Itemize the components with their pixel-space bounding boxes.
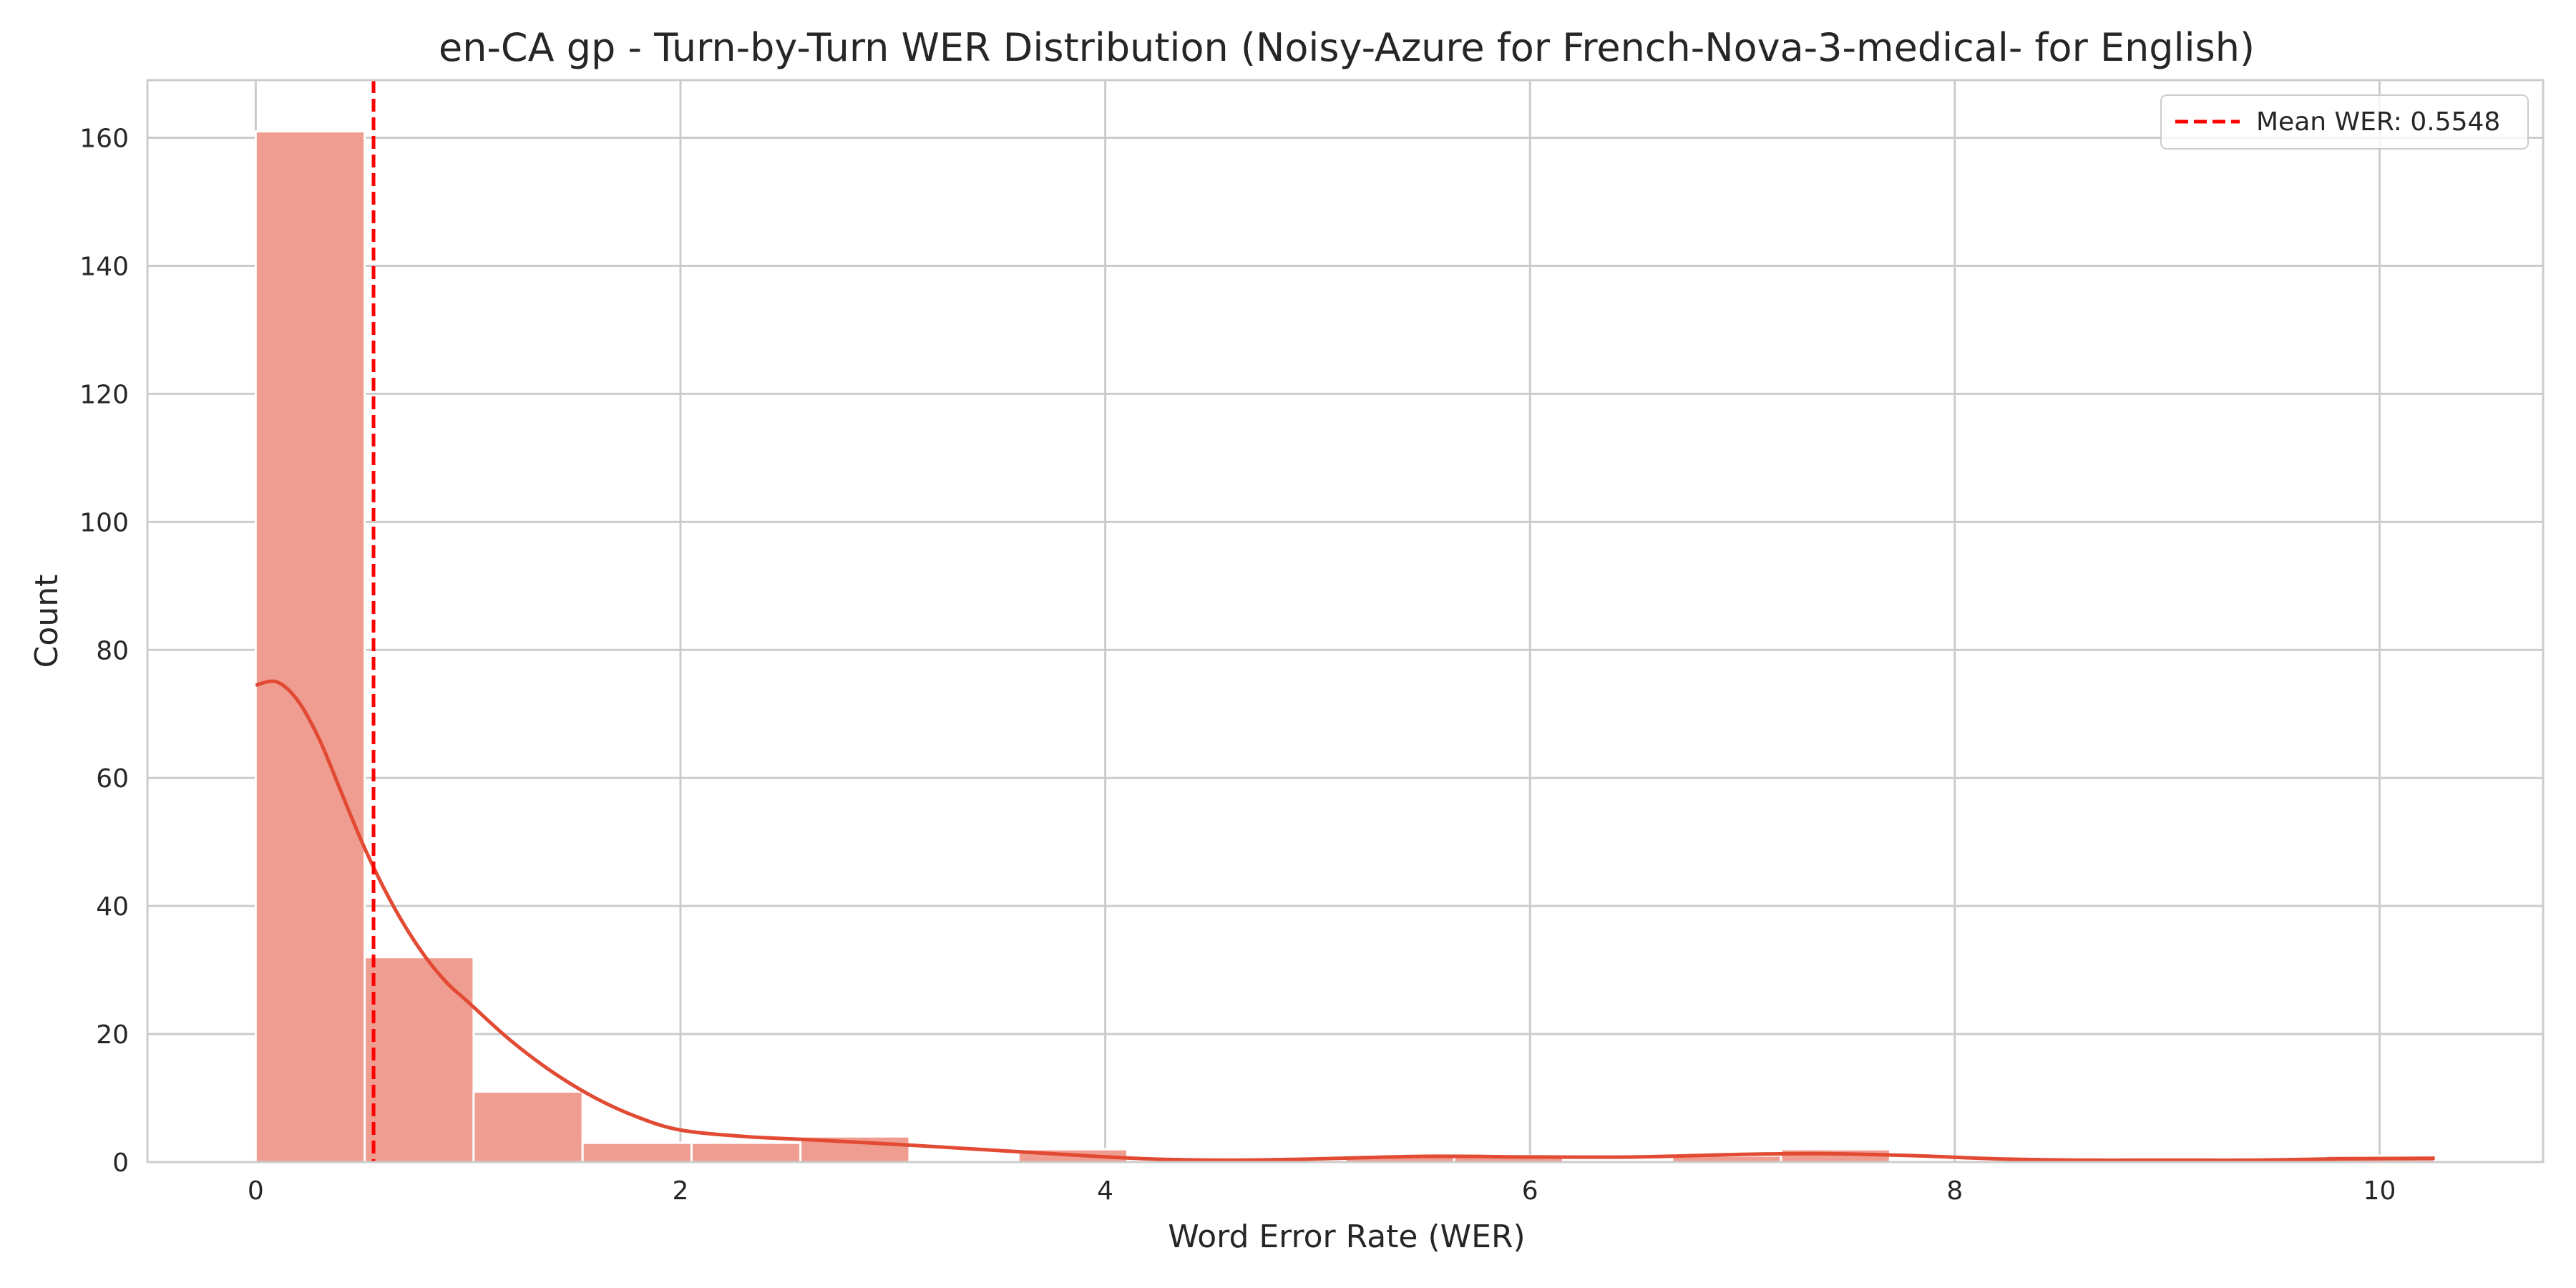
y-tick-label: 120 bbox=[79, 380, 129, 409]
y-tick-label: 0 bbox=[112, 1148, 129, 1178]
legend-mean-label: Mean WER: 0.5548 bbox=[2256, 107, 2500, 137]
grid-lines bbox=[147, 80, 2543, 1163]
y-tick-label: 140 bbox=[79, 252, 129, 281]
chart-title: en-CA gp - Turn-by-Turn WER Distribution… bbox=[439, 25, 2255, 70]
axes-frame bbox=[146, 79, 2545, 1163]
x-tick-labels: 0 2 4 6 8 10 bbox=[248, 1176, 2396, 1206]
histogram-bar bbox=[472, 1091, 584, 1163]
histogram-bar bbox=[581, 1141, 693, 1163]
x-tick-label: 0 bbox=[248, 1176, 264, 1206]
x-tick-label: 10 bbox=[2363, 1176, 2396, 1206]
y-tick-label: 20 bbox=[96, 1020, 129, 1050]
y-tick-labels: 0 20 40 60 80 100 120 140 160 bbox=[79, 125, 129, 1178]
kde-line bbox=[255, 679, 2435, 1162]
y-tick-label: 60 bbox=[96, 764, 129, 794]
x-axis-label: Word Error Rate (WER) bbox=[1168, 1219, 1525, 1255]
x-tick-label: 8 bbox=[1946, 1176, 1963, 1206]
y-axis-label: Count bbox=[29, 575, 65, 668]
y-tick-label: 100 bbox=[79, 508, 129, 537]
y-tick-label: 40 bbox=[96, 892, 129, 922]
kde-curve bbox=[255, 679, 2435, 1162]
histogram-bar bbox=[364, 956, 475, 1163]
x-tick-label: 4 bbox=[1097, 1176, 1113, 1206]
x-tick-label: 2 bbox=[673, 1176, 689, 1206]
y-tick-label: 160 bbox=[79, 125, 129, 154]
legend: Mean WER: 0.5548 bbox=[2160, 94, 2529, 150]
y-tick-label: 80 bbox=[96, 636, 129, 665]
histogram-bar bbox=[254, 130, 366, 1163]
histogram-bar bbox=[690, 1141, 802, 1163]
x-tick-label: 6 bbox=[1522, 1176, 1538, 1206]
legend-box bbox=[2160, 94, 2529, 150]
